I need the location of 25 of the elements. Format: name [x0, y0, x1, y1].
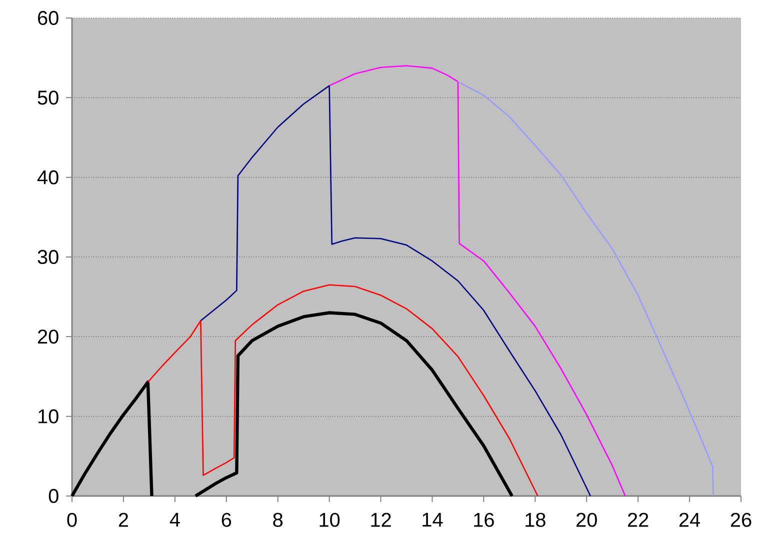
x-tick-label: 18: [526, 512, 546, 527]
y-tick-label: 20: [38, 330, 58, 344]
line-series: [457, 81, 714, 497]
x-tick-label: 4: [170, 512, 180, 527]
x-tick-label: 24: [679, 512, 700, 527]
line-series: [328, 65, 626, 497]
x-tick-label: 8: [273, 512, 283, 527]
x-tick-label: 0: [67, 512, 77, 527]
x-tick-label: 6: [222, 512, 232, 527]
y-tick-label: 50: [38, 90, 58, 105]
x-tick-label: 12: [371, 512, 391, 527]
y-tick-label: 0: [48, 488, 58, 504]
x-tick-label: 16: [474, 512, 494, 527]
x-tick-label: 22: [628, 512, 648, 527]
x-tick-label: 14: [422, 512, 443, 527]
line-series: [147, 284, 538, 497]
x-tick-label: 2: [118, 512, 128, 527]
y-tick-label: 30: [38, 250, 58, 264]
line-series: [200, 85, 592, 497]
x-tick-label: 10: [320, 512, 340, 527]
x-tick-label: 26: [730, 512, 752, 527]
y-tick-label: 40: [37, 170, 58, 184]
y-tick-label: 60: [38, 10, 58, 26]
y-tick-label: 10: [38, 409, 58, 424]
x-tick-label: 20: [576, 512, 597, 527]
